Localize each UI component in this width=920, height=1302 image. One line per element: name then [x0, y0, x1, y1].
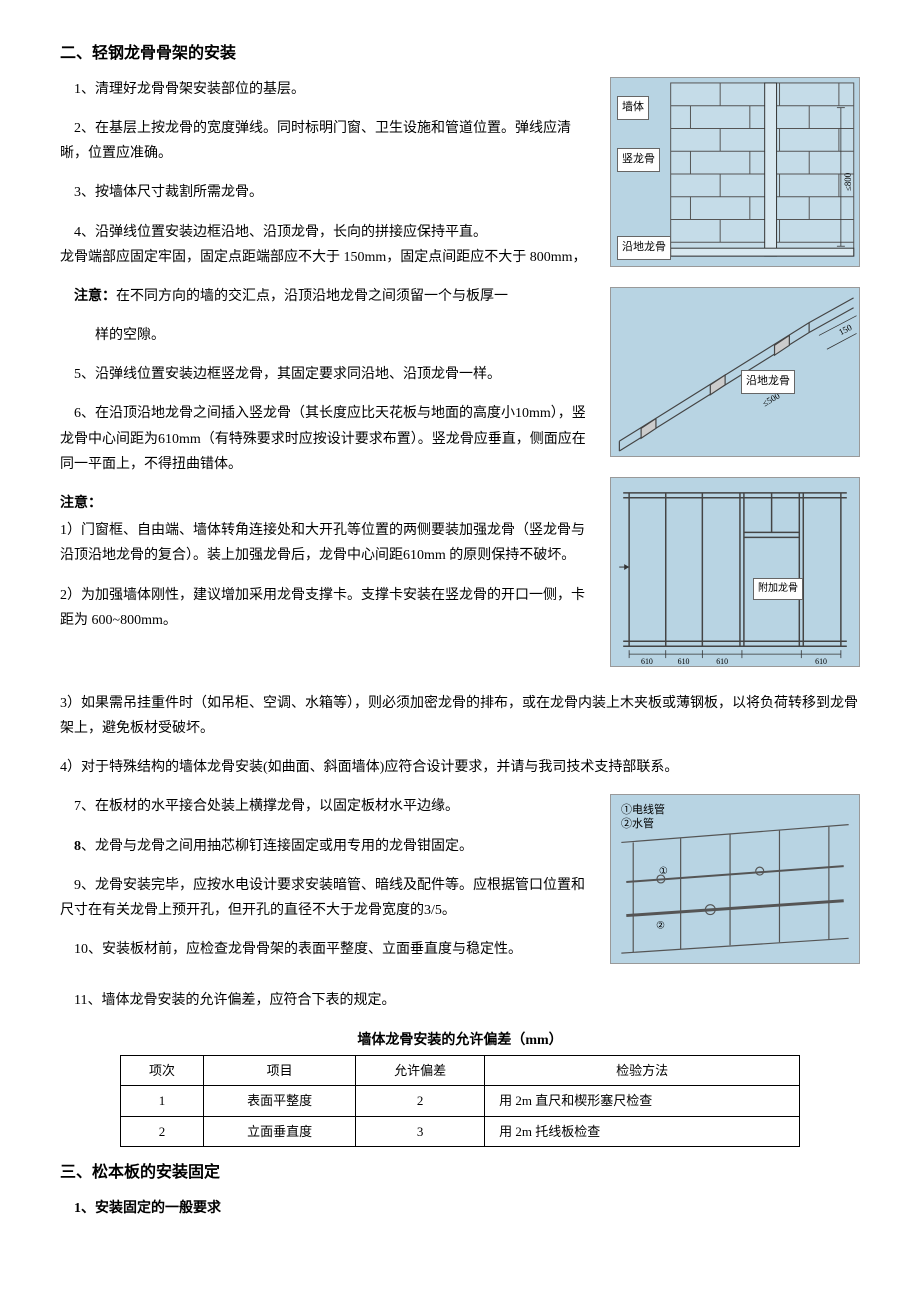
- svg-text:610: 610: [716, 657, 728, 666]
- note-2-1: 1）门窗框、自由端、墙体转角连接处和大开孔等位置的两侧要装加强龙骨（竖龙骨与沿顶…: [60, 518, 590, 568]
- note-1-text: 在不同方向的墙的交汇点，沿顶沿地龙骨之间须留一个与板厚一: [116, 289, 508, 304]
- note-1-label: 注意：: [74, 289, 116, 304]
- para-1: 1、清理好龙骨骨架安装部位的基层。: [60, 77, 590, 102]
- para-3: 3、按墙体尺寸裁割所需龙骨。: [60, 180, 590, 205]
- tolerance-table: 项次 项目 允许偏差 检验方法 1 表面平整度 2 用 2m 直尺和楔形塞尺检查…: [120, 1055, 800, 1147]
- td: 2: [121, 1116, 204, 1146]
- note-2-label: 注意：: [60, 496, 102, 511]
- table-row: 1 表面平整度 2 用 2m 直尺和楔形塞尺检查: [121, 1086, 800, 1116]
- para-10: 10、安装板材前，应检查龙骨骨架的表面平整度、立面垂直度与稳定性。: [60, 937, 590, 962]
- svg-text:610: 610: [678, 657, 690, 666]
- note-1: 注意：在不同方向的墙的交汇点，沿顶沿地龙骨之间须留一个与板厚一: [60, 284, 590, 309]
- svg-text:②: ②: [656, 921, 665, 932]
- content-block-1: 1、清理好龙骨骨架安装部位的基层。 2、在基层上按龙骨的宽度弹线。同时标明门窗、…: [60, 77, 860, 687]
- label-ground-track: 沿地龙骨: [617, 236, 671, 260]
- td: 立面垂直度: [204, 1116, 356, 1146]
- label-wall: 墙体: [617, 96, 649, 120]
- table-header-row: 项次 项目 允许偏差 检验方法: [121, 1055, 800, 1085]
- svg-text:610: 610: [641, 657, 653, 666]
- para-5: 5、沿弹线位置安装边框竖龙骨，其固定要求同沿地、沿顶龙骨一样。: [60, 362, 590, 387]
- td: 2: [356, 1086, 485, 1116]
- th-0: 项次: [121, 1055, 204, 1085]
- para-8: 8、龙骨与龙骨之间用抽芯柳钉连接固定或用专用的龙骨钳固定。: [60, 834, 590, 859]
- diagram-framing-opening: 610 610 610 610 附加龙骨: [610, 477, 860, 667]
- section-2-title: 二、轻钢龙骨骨架的安装: [60, 40, 860, 69]
- td: 1: [121, 1086, 204, 1116]
- para-11: 11、墙体龙骨安装的允许偏差，应符合下表的规定。: [60, 988, 860, 1013]
- para-9: 9、龙骨安装完毕，应按水电设计要求安装暗管、暗线及配件等。应根据管口位置和尺寸在…: [60, 873, 590, 923]
- para-7: 7、在板材的水平接合处装上横撑龙骨，以固定板材水平边缘。: [60, 794, 590, 819]
- table-row: 2 立面垂直度 3 用 2m 托线板检查: [121, 1116, 800, 1146]
- diagram-wall-elevation: ≤800 墙体 竖龙骨 沿地龙骨: [610, 77, 860, 267]
- note-2-4: 4）对于特殊结构的墙体龙骨安装(如曲面、斜面墙体)应符合设计要求，并请与我司技术…: [60, 755, 860, 780]
- note-2-2: 2）为加强墙体刚性，建议增加采用龙骨支撑卡。支撑卡安装在竖龙骨的开口一侧，卡距为…: [60, 583, 590, 633]
- para-2: 2、在基层上按龙骨的宽度弹线。同时标明门窗、卫生设施和管道位置。弹线应清晰，位置…: [60, 116, 590, 166]
- section-3-title: 三、松本板的安装固定: [60, 1159, 860, 1188]
- label-water-pipe: ②水管: [621, 815, 654, 835]
- para-6: 6、在沿顶沿地龙骨之间插入竖龙骨（其长度应比天花板与地面的高度小10mm），竖龙…: [60, 401, 590, 477]
- td: 用 2m 托线板检查: [485, 1116, 800, 1146]
- svg-text:610: 610: [815, 657, 827, 666]
- label-additional-stud: 附加龙骨: [753, 578, 803, 600]
- label-vert-stud: 竖龙骨: [617, 148, 660, 172]
- td: 表面平整度: [204, 1086, 356, 1116]
- table-caption: 墙体龙骨安装的允许偏差（mm）: [60, 1028, 860, 1053]
- note-1-cont: 样的空隙。: [60, 323, 590, 348]
- label-ground-track-2: 沿地龙骨: [741, 370, 795, 394]
- diagram-pipes: ① ② ①电线管 ②水管: [610, 794, 860, 964]
- section-3-p1: 1、安装固定的一般要求: [60, 1196, 860, 1221]
- para-4a: 4、沿弹线位置安装边框沿地、沿顶龙骨，长向的拼接应保持平直。: [60, 220, 590, 245]
- th-2: 允许偏差: [356, 1055, 485, 1085]
- content-block-2: 7、在板材的水平接合处装上横撑龙骨，以固定板材水平边缘。 8、龙骨与龙骨之间用抽…: [60, 794, 860, 984]
- svg-text:≤800: ≤800: [843, 172, 853, 191]
- para-4b: 龙骨端部应固定牢固，固定点距端部应不大于 150mm，固定点间距应不大于 800…: [60, 245, 590, 270]
- para-8-text: 、龙骨与龙骨之间用抽芯柳钉连接固定或用专用的龙骨钳固定。: [81, 839, 473, 854]
- note-2-3: 3）如果需吊挂重件时（如吊柜、空调、水箱等），则必须加密龙骨的排布，或在龙骨内装…: [60, 691, 860, 741]
- td: 用 2m 直尺和楔形塞尺检查: [485, 1086, 800, 1116]
- svg-text:①: ①: [659, 866, 668, 877]
- th-1: 项目: [204, 1055, 356, 1085]
- diagram-track-perspective: 150 ≤500 沿地龙骨: [610, 287, 860, 457]
- th-3: 检验方法: [485, 1055, 800, 1085]
- td: 3: [356, 1116, 485, 1146]
- para-8-num: 8: [74, 839, 81, 854]
